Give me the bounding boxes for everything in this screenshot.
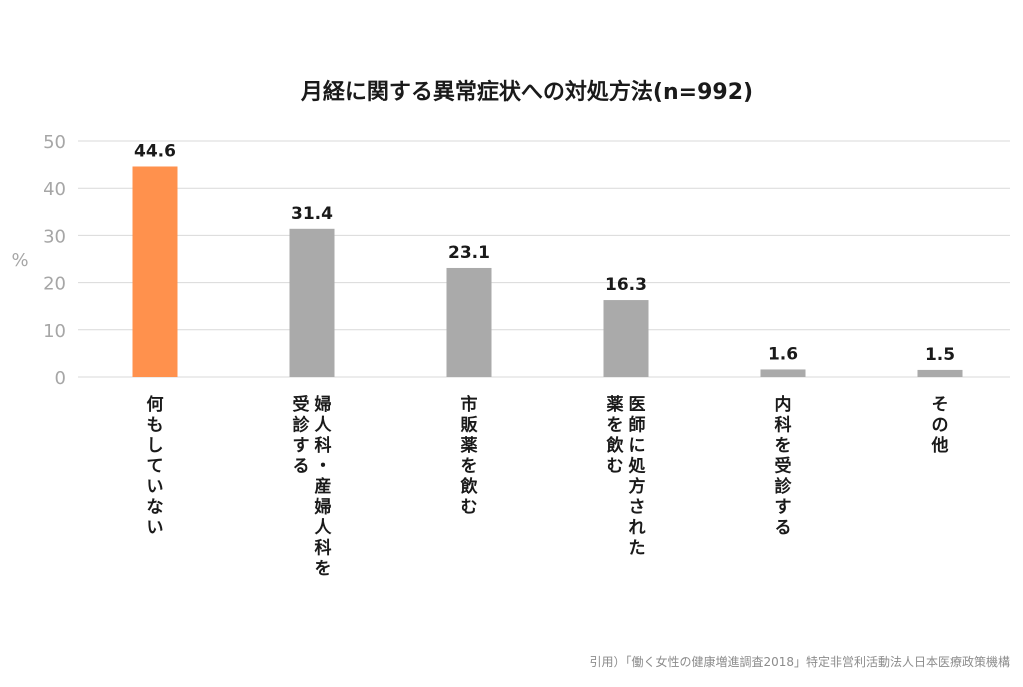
- category-label-column: 市販薬を飲む: [460, 394, 479, 518]
- category-label: その他: [931, 395, 949, 456]
- data-label: 44.6: [134, 141, 176, 161]
- source-citation: 引用）「働く女性の健康増進調査2018」特定非営利活動法人日本医療政策機構: [589, 654, 1010, 669]
- y-axis-label: %: [11, 250, 28, 271]
- bar: [132, 166, 178, 377]
- bar: [760, 369, 806, 377]
- category-label: 市販薬を飲む: [460, 394, 479, 518]
- bar: [603, 300, 649, 377]
- bar: [446, 267, 492, 377]
- category-label-column: 何もしていない: [147, 394, 164, 538]
- y-tick-label: 30: [43, 226, 66, 247]
- data-labels: 44.6 31.4 23.1 16.3 1.6 1.5: [134, 141, 955, 364]
- data-label: 23.1: [448, 243, 490, 263]
- bars: [132, 166, 963, 377]
- data-label: 16.3: [605, 275, 647, 295]
- bar: [289, 228, 335, 377]
- y-tick-label: 20: [43, 274, 66, 295]
- y-tick-label: 10: [43, 321, 66, 342]
- category-label-column: 薬を飲む: [606, 395, 625, 477]
- y-tick-label: 40: [43, 179, 66, 200]
- data-label: 31.4: [291, 204, 333, 224]
- category-label-column: 内科を受診する: [775, 394, 793, 538]
- category-label: 何もしていない: [147, 394, 164, 538]
- category-label-column: 受診する: [293, 394, 311, 477]
- chart-title: 月経に関する異常症状への対処方法(n=992): [300, 79, 753, 105]
- category-label: 内科を受診する: [775, 394, 793, 538]
- bar: [917, 369, 963, 377]
- category-label-column: その他: [931, 395, 949, 456]
- y-tick-label: 0: [55, 368, 66, 389]
- data-label: 1.5: [925, 345, 955, 365]
- data-label: 1.6: [768, 344, 798, 364]
- y-tick-label: 50: [43, 132, 66, 153]
- category-label-column: 婦人科・産婦人科を: [314, 394, 333, 579]
- gridlines: [78, 140, 1010, 378]
- category-label-column: 医師に処方された: [628, 395, 646, 559]
- y-axis-ticks: 0 10 20 30 40 50: [43, 132, 66, 389]
